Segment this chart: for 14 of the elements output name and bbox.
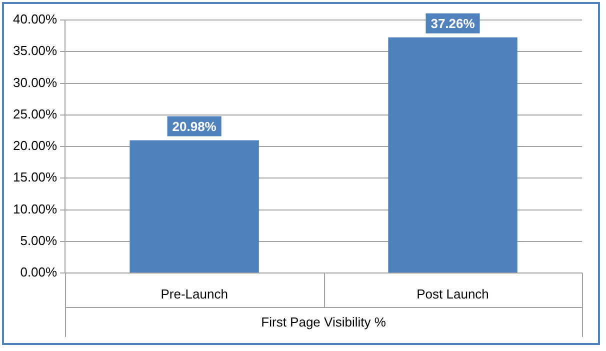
y-tick-label: 20.00% <box>12 138 58 154</box>
y-tick-label: 30.00% <box>12 74 58 90</box>
data-label: 20.98% <box>172 118 217 134</box>
x-tick-label: Post Launch <box>416 286 489 302</box>
y-tick-label: 15.00% <box>12 170 58 185</box>
x-tick-label: Pre-Launch <box>160 286 228 302</box>
y-tick-label: 10.00% <box>12 201 58 216</box>
y-tick-label: 0.00% <box>20 264 58 280</box>
y-tick-label: 35.00% <box>12 43 58 58</box>
x-axis-title: First Page Visibility % <box>261 314 386 330</box>
data-label: 37.26% <box>430 16 476 31</box>
y-tick-label: 25.00% <box>12 106 58 122</box>
y-tick-label: 5.00% <box>20 232 58 248</box>
y-tick-label: 40.00% <box>12 12 58 27</box>
